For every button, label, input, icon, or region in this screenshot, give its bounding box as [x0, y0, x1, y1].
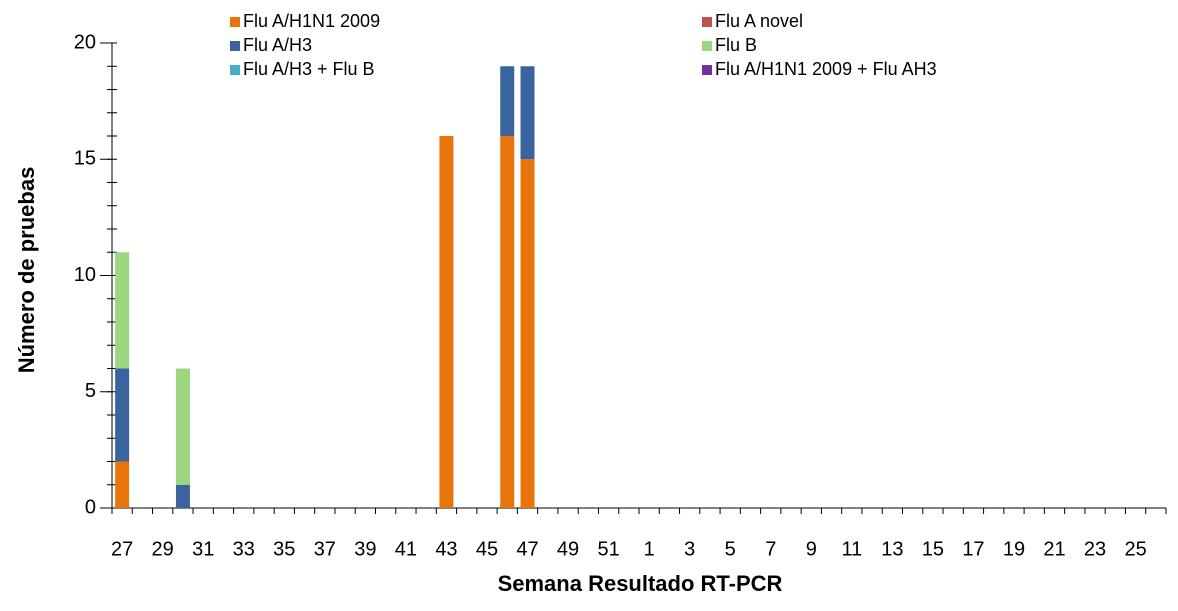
x-tick-label: 3 [684, 538, 695, 560]
x-tick-label: 15 [922, 538, 944, 560]
bar [520, 159, 535, 508]
bar [115, 252, 130, 369]
bar [439, 136, 454, 508]
legend-swatch [230, 65, 240, 75]
x-tick-label: 27 [111, 538, 133, 560]
y-tick-label: 0 [85, 496, 96, 518]
legend-swatch [702, 65, 712, 75]
y-axis-title: Número de pruebas [14, 167, 39, 374]
x-tick-label: 29 [152, 538, 174, 560]
legend-label: Flu A/H3 [243, 35, 312, 55]
x-tick-label: 9 [806, 538, 817, 560]
x-tick-label: 25 [1124, 538, 1146, 560]
legend-label: Flu A/H3 + Flu B [243, 59, 375, 79]
bar [500, 66, 515, 136]
x-tick-label: 51 [597, 538, 619, 560]
y-tick-label: 20 [74, 31, 96, 53]
x-tick-label: 33 [233, 538, 255, 560]
bar [115, 368, 130, 462]
legend-swatch [230, 41, 240, 51]
x-tick-label: 43 [435, 538, 457, 560]
x-tick-label: 5 [725, 538, 736, 560]
bar [500, 136, 515, 508]
bar [115, 461, 130, 508]
x-tick-label: 23 [1084, 538, 1106, 560]
x-tick-label: 47 [516, 538, 538, 560]
legend-label: Flu A/H1N1 2009 + Flu AH3 [715, 59, 937, 79]
x-tick-label: 39 [354, 538, 376, 560]
x-tick-label: 35 [273, 538, 295, 560]
x-tick-label: 7 [765, 538, 776, 560]
legend-label: Flu A/H1N1 2009 [243, 11, 380, 31]
legend-swatch [702, 41, 712, 51]
legend-label: Flu A novel [715, 11, 803, 31]
y-tick-label: 15 [74, 148, 96, 170]
x-tick-label: 19 [1003, 538, 1025, 560]
x-tick-label: 41 [395, 538, 417, 560]
x-tick-label: 1 [644, 538, 655, 560]
x-tick-label: 21 [1043, 538, 1065, 560]
x-tick-label: 37 [314, 538, 336, 560]
x-tick-label: 45 [476, 538, 498, 560]
bar [520, 66, 535, 160]
x-tick-label: 13 [881, 538, 903, 560]
x-tick-label: 11 [841, 538, 862, 560]
legend-swatch [702, 17, 712, 27]
legend-label: Flu B [715, 35, 757, 55]
bar [175, 368, 190, 485]
y-tick-label: 5 [85, 380, 96, 402]
legend-swatch [230, 17, 240, 27]
x-tick-label: 17 [962, 538, 984, 560]
bar [175, 484, 190, 508]
x-tick-label: 49 [557, 538, 579, 560]
x-axis-title: Semana Resultado RT-PCR [498, 571, 783, 596]
y-tick-label: 10 [74, 264, 96, 286]
x-tick-label: 31 [192, 538, 214, 560]
